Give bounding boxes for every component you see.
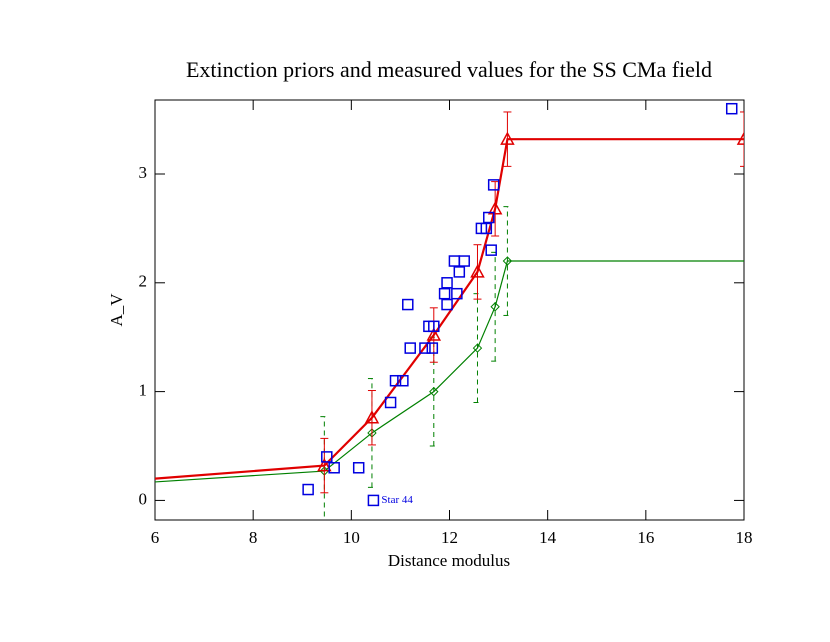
diamond-marker <box>490 302 500 312</box>
square-marker <box>483 211 495 224</box>
square-marker <box>419 342 431 354</box>
square-marker <box>487 179 500 191</box>
y-tick-label: 3 <box>139 163 148 182</box>
square-marker <box>448 255 461 267</box>
x-tick-label: 14 <box>539 528 557 547</box>
square-marker <box>328 462 340 474</box>
square-marker <box>485 244 497 256</box>
triangle-marker <box>426 327 442 341</box>
square-marker <box>302 483 314 496</box>
x-tick-label: 16 <box>637 528 654 547</box>
square-marker <box>458 255 470 267</box>
annotation: Star 44 <box>381 494 413 506</box>
square-marker <box>352 462 365 474</box>
triangle-marker <box>500 131 515 145</box>
triangle-marker <box>317 458 332 472</box>
square-marker <box>725 102 738 115</box>
x-tick-label: 18 <box>736 528 753 547</box>
x-tick-label: 6 <box>151 528 160 547</box>
triangle-marker <box>470 264 485 278</box>
triangle-marker <box>364 410 380 424</box>
y-tick-label: 2 <box>139 272 148 291</box>
square-marker <box>389 374 402 387</box>
x-tick-label: 10 <box>343 528 360 547</box>
triangle-marker <box>736 131 744 145</box>
plot-area <box>155 102 744 520</box>
square-marker <box>321 451 333 463</box>
square-marker <box>451 287 463 300</box>
square-marker <box>480 222 493 235</box>
series-line <box>155 260 744 483</box>
diamond-marker <box>502 256 513 266</box>
square-marker <box>404 342 416 354</box>
square-marker <box>453 266 466 278</box>
square-marker <box>402 298 414 311</box>
x-axis-label: Distance modulus <box>388 551 510 570</box>
square-marker <box>441 277 453 289</box>
diamond-marker <box>429 386 439 397</box>
square-marker <box>426 342 439 354</box>
x-tick-label: 12 <box>441 528 458 547</box>
square-marker <box>438 287 451 300</box>
square-marker <box>384 396 397 409</box>
y-axis-label: A_V <box>107 293 126 327</box>
x-tick-label: 8 <box>249 528 258 547</box>
chart-title: Extinction priors and measured values fo… <box>186 57 712 82</box>
y-tick-label: 1 <box>139 381 148 400</box>
square-marker <box>441 298 453 311</box>
y-tick-label: 0 <box>139 489 148 508</box>
triangle-marker <box>487 201 503 215</box>
square-marker <box>428 320 440 333</box>
square-marker <box>397 374 409 387</box>
diamond-marker <box>472 343 483 353</box>
square-marker <box>367 494 380 507</box>
